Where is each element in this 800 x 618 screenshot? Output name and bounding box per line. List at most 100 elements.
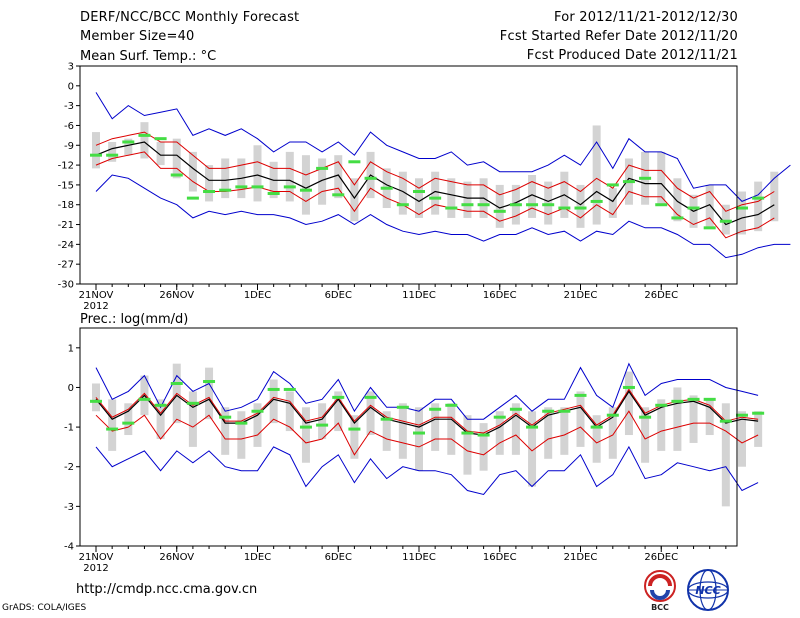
x-tick-label: 21NOV bbox=[79, 552, 114, 563]
x-tick-label: 26NOV bbox=[159, 290, 194, 301]
upper-envelope-line bbox=[95, 92, 791, 202]
observed-mark bbox=[396, 405, 409, 409]
spread-box bbox=[641, 407, 650, 463]
observed-mark bbox=[299, 188, 312, 192]
observed-mark bbox=[332, 395, 345, 399]
spread-box bbox=[721, 403, 730, 507]
spread-box bbox=[528, 175, 537, 218]
spread-box bbox=[511, 403, 520, 455]
observed-mark bbox=[170, 381, 183, 385]
observed-mark bbox=[606, 413, 619, 417]
observed-mark bbox=[558, 409, 571, 413]
spread-box bbox=[398, 171, 407, 215]
source-url[interactable]: http://cmdp.ncc.cma.gov.cn bbox=[76, 582, 258, 597]
spread-box bbox=[350, 178, 359, 222]
observed-mark bbox=[251, 185, 264, 189]
spread-box bbox=[592, 415, 601, 463]
spread-box bbox=[544, 181, 553, 225]
lower-spread-line bbox=[95, 410, 759, 456]
observed-mark bbox=[752, 411, 765, 415]
observed-mark bbox=[509, 203, 522, 207]
lower-envelope-line bbox=[95, 174, 791, 259]
observed-mark bbox=[90, 399, 102, 403]
observed-mark bbox=[558, 206, 571, 210]
member-size: Member Size=40 bbox=[80, 29, 195, 44]
spread-box bbox=[318, 403, 327, 439]
spread-box bbox=[108, 141, 117, 162]
spread-box bbox=[301, 407, 310, 463]
observed-mark bbox=[299, 425, 312, 429]
spread-box bbox=[657, 399, 666, 451]
upper-envelope-line bbox=[95, 362, 759, 420]
observed-mark bbox=[526, 425, 539, 429]
spread-box bbox=[463, 181, 472, 218]
observed-mark bbox=[106, 427, 119, 431]
spread-box bbox=[754, 181, 763, 232]
observed-mark bbox=[219, 415, 232, 419]
spread-box bbox=[318, 158, 327, 205]
y-tick-label: 0 bbox=[68, 383, 74, 394]
spread-box bbox=[301, 155, 310, 215]
observed-mark bbox=[703, 226, 716, 230]
observed-mark bbox=[203, 380, 216, 384]
spread-box bbox=[479, 423, 488, 471]
observed-mark bbox=[122, 140, 135, 144]
y-tick-label: 3 bbox=[68, 62, 74, 73]
observed-mark bbox=[396, 203, 409, 207]
x-tick-label: 11DEC bbox=[402, 552, 436, 563]
observed-mark bbox=[106, 153, 119, 157]
prec-panel-title: Prec.: log(mm/d) bbox=[80, 312, 188, 327]
spread-box bbox=[447, 178, 456, 218]
y-tick-label: -21 bbox=[58, 220, 74, 231]
observed-mark bbox=[380, 186, 393, 190]
observed-mark bbox=[639, 176, 652, 180]
spread-box bbox=[172, 138, 181, 179]
x-tick-label: 6DEC bbox=[325, 552, 352, 563]
x-tick-label: 26DEC bbox=[644, 290, 678, 301]
observed-mark bbox=[736, 413, 748, 417]
observed-mark bbox=[639, 415, 652, 419]
observed-mark bbox=[655, 203, 668, 207]
spread-box bbox=[673, 387, 682, 451]
observed-mark bbox=[316, 423, 329, 427]
chart-title: DERF/NCC/BCC Monthly Forecast bbox=[80, 10, 300, 25]
observed-mark bbox=[380, 417, 393, 421]
observed-mark bbox=[509, 407, 522, 411]
ncc-logo-text: NCC bbox=[695, 584, 720, 597]
bcc-logo: BCC bbox=[644, 570, 676, 612]
observed-mark bbox=[348, 427, 361, 431]
observed-mark bbox=[283, 185, 296, 189]
observed-mark bbox=[542, 203, 555, 207]
spread-box bbox=[447, 403, 456, 455]
observed-mark bbox=[429, 407, 442, 411]
observed-mark bbox=[461, 203, 474, 207]
observed-mark bbox=[493, 209, 506, 213]
observed-mark bbox=[590, 425, 603, 429]
ensemble-mean-line bbox=[95, 141, 775, 226]
x-tick-label: 21DEC bbox=[564, 290, 598, 301]
x-tick-label: 21DEC bbox=[564, 552, 598, 563]
x-tick-label: 16DEC bbox=[483, 552, 517, 563]
observed-mark bbox=[671, 399, 684, 403]
spread-box bbox=[495, 411, 504, 455]
spread-box bbox=[188, 151, 197, 192]
observed-mark bbox=[348, 160, 361, 164]
x-tick-label: 1DEC bbox=[244, 552, 271, 563]
observed-mark bbox=[622, 385, 635, 389]
x-tick-year: 2012 bbox=[83, 563, 108, 574]
observed-mark bbox=[235, 421, 248, 425]
y-tick-label: -3 bbox=[64, 502, 74, 513]
spread-box bbox=[334, 155, 343, 199]
upper-spread-line bbox=[95, 131, 775, 212]
spread-box bbox=[334, 391, 343, 432]
spread-box bbox=[237, 411, 246, 459]
y-tick-label: -18 bbox=[58, 200, 74, 211]
observed-mark bbox=[752, 196, 765, 200]
spread-box bbox=[253, 145, 262, 202]
y-tick-label: -24 bbox=[58, 240, 74, 251]
logos: BCC NCC bbox=[644, 569, 729, 612]
spread-box bbox=[576, 391, 585, 447]
x-tick-label: 1DEC bbox=[244, 290, 271, 301]
observed-mark bbox=[364, 395, 377, 399]
